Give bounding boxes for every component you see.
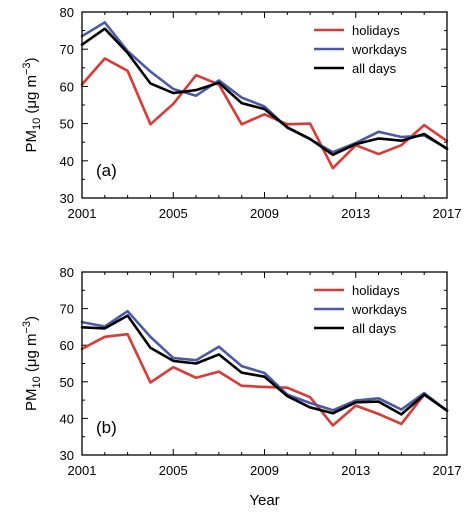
y-tick-label: 60 xyxy=(60,79,74,94)
x-tick-label: 2001 xyxy=(68,206,97,221)
x-tick-label: 2017 xyxy=(433,206,462,221)
x-tick-label: 2017 xyxy=(433,463,462,478)
y-axis-title-unit-close: ) xyxy=(23,316,40,321)
y-axis-title-sup: −3 xyxy=(21,62,33,75)
legend-label: all days xyxy=(352,61,397,76)
legend-label: workdays xyxy=(351,302,407,317)
legend-label: all days xyxy=(352,321,397,336)
chart-panel-a: 30 40 50 60 70 80 2001 2005 2009 2013 2017 holidays… xyxy=(21,5,461,221)
y-tick-label: 70 xyxy=(60,302,74,317)
legend-label: holidays xyxy=(352,283,400,298)
panel-label: (b) xyxy=(96,418,117,437)
y-tick-label: 80 xyxy=(60,5,74,20)
y-axis-title-base: PM xyxy=(23,389,40,412)
series-line-all-days xyxy=(80,27,449,157)
legend-label: workdays xyxy=(351,42,407,57)
chart-panel-b: 30 40 50 60 70 80 2001 2005 2009 2013 2017 holidays… xyxy=(21,265,461,509)
x-tick-label: 2005 xyxy=(159,206,188,221)
x-tick-label: 2009 xyxy=(250,463,279,478)
series-line-holidays xyxy=(80,332,449,427)
y-axis-title-base: PM xyxy=(23,130,40,153)
x-tick-label: 2001 xyxy=(68,463,97,478)
y-axis-title-unit-open: (μg m xyxy=(23,333,40,376)
y-axis-title-sup: −3 xyxy=(21,321,33,334)
y-tick-label: 40 xyxy=(60,154,74,169)
y-axis-title-sub: 10 xyxy=(31,118,43,130)
y-tick-label: 50 xyxy=(60,117,74,132)
y-tick-label: 50 xyxy=(60,375,74,390)
x-tick-label: 2013 xyxy=(341,463,370,478)
x-tick-label: 2013 xyxy=(341,206,370,221)
x-tick-label: 2005 xyxy=(159,463,188,478)
series-line-workdays xyxy=(80,21,449,154)
series-line-workdays xyxy=(80,309,449,413)
y-axis-title-unit-close: ) xyxy=(23,57,40,62)
x-tick-label: 2009 xyxy=(250,206,279,221)
y-tick-label: 80 xyxy=(60,265,74,280)
y-tick-label: 30 xyxy=(60,448,74,463)
series-line-holidays xyxy=(80,57,449,170)
legend-label: holidays xyxy=(352,23,400,38)
y-tick-label: 30 xyxy=(60,191,74,206)
x-axis-title: Year xyxy=(249,492,279,509)
panel-label: (a) xyxy=(96,161,117,180)
series-line-all-days xyxy=(80,314,449,416)
y-axis-title-sub: 10 xyxy=(31,376,43,388)
y-tick-label: 40 xyxy=(60,411,74,426)
y-tick-label: 70 xyxy=(60,42,74,57)
y-axis-title: PM10 (μg m−3) xyxy=(21,316,43,411)
plot-frame xyxy=(81,11,448,199)
y-axis-title-unit-open: (μg m xyxy=(23,75,40,118)
y-axis-title: PM10 (μg m−3) xyxy=(21,57,43,152)
plot-frame xyxy=(81,271,448,456)
y-tick-label: 60 xyxy=(60,338,74,353)
